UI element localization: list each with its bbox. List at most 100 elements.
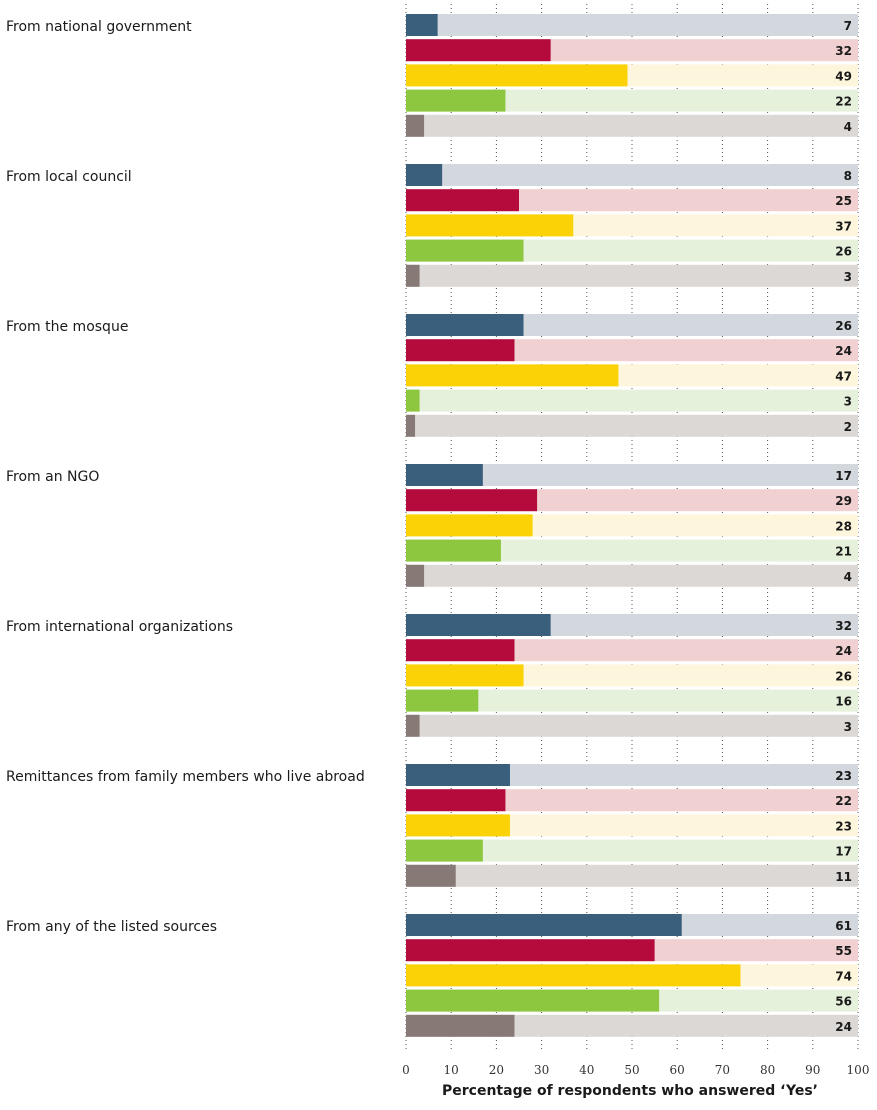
bar-value-label: 49 — [835, 69, 852, 83]
bar-value-label: 37 — [835, 219, 852, 233]
bar — [406, 639, 515, 662]
bar-value-label: 3 — [844, 270, 852, 284]
bar-track — [406, 414, 858, 437]
bar-value-label: 16 — [835, 695, 852, 709]
bar-track — [406, 539, 858, 562]
bar-track — [406, 814, 858, 837]
bar — [406, 164, 443, 186]
bar-track — [406, 264, 858, 287]
bar-value-label: 32 — [835, 44, 852, 58]
bar-value-label: 28 — [835, 519, 852, 533]
bar-value-label: 25 — [835, 194, 852, 208]
bar-value-label: 11 — [835, 870, 852, 884]
bar — [406, 814, 510, 837]
bar-value-label: 2 — [844, 420, 852, 434]
bar-track — [406, 164, 858, 186]
bar — [406, 964, 741, 987]
bar — [406, 1014, 515, 1037]
bar-track — [406, 764, 858, 786]
category-label: From an NGO — [6, 469, 99, 485]
bar-track — [406, 639, 858, 662]
bar — [406, 314, 524, 336]
bar-value-label: 8 — [844, 169, 852, 183]
bar-value-label: 47 — [835, 369, 852, 383]
bar-track — [406, 689, 858, 712]
bar — [406, 539, 501, 562]
bar — [406, 389, 420, 412]
x-axis-ticks: 0 10 20 30 40 50 60 70 80 90 100 — [402, 1063, 869, 1077]
bar-value-label: 7 — [844, 19, 852, 33]
bar-value-label: 23 — [835, 819, 852, 833]
bar-value-label: 32 — [835, 619, 852, 633]
bar-track — [406, 339, 858, 362]
bar — [406, 614, 551, 636]
bar — [406, 339, 515, 362]
bar-value-label: 29 — [835, 494, 852, 508]
bar — [406, 764, 510, 786]
bar-value-label: 24 — [835, 1020, 852, 1034]
bar-value-label: 24 — [835, 644, 852, 658]
category-label: From local council — [6, 169, 132, 185]
x-tick-label: 50 — [624, 1063, 639, 1077]
bar-value-label: 56 — [835, 995, 852, 1009]
bar-value-label: 17 — [835, 845, 852, 859]
x-tick-label: 30 — [534, 1063, 549, 1077]
bar-value-label: 21 — [835, 545, 852, 559]
bar — [406, 939, 655, 962]
category-label: Remittances from family members who live… — [6, 769, 365, 785]
bar-track — [406, 864, 858, 887]
bar-track — [406, 1014, 858, 1037]
category-label: From national government — [6, 19, 192, 35]
bar — [406, 14, 438, 36]
x-tick-label: 100 — [847, 1063, 870, 1077]
bar-value-label: 74 — [835, 969, 852, 983]
bar — [406, 264, 420, 287]
bar-value-label: 4 — [844, 120, 852, 134]
bar — [406, 714, 420, 737]
bar-track — [406, 714, 858, 737]
x-tick-label: 70 — [715, 1063, 730, 1077]
bar — [406, 364, 619, 387]
bar-value-label: 26 — [835, 669, 852, 683]
bar — [406, 664, 524, 687]
bar-value-label: 23 — [835, 769, 852, 783]
x-tick-label: 90 — [805, 1063, 820, 1077]
category-labels: From national government From local counc… — [6, 19, 365, 935]
bar-track — [406, 789, 858, 812]
x-tick-label: 10 — [444, 1063, 459, 1077]
bar-value-label: 22 — [835, 95, 852, 109]
bar — [406, 789, 506, 812]
bar-value-label: 17 — [835, 469, 852, 483]
bar-value-label: 4 — [844, 570, 852, 584]
bar — [406, 839, 483, 862]
bar — [406, 414, 416, 437]
bar-track — [406, 389, 858, 412]
bar — [406, 64, 628, 87]
bar-value-label: 24 — [835, 344, 852, 358]
category-label: From any of the listed sources — [6, 919, 217, 935]
bar — [406, 214, 574, 237]
bar — [406, 189, 519, 212]
category-label: From the mosque — [6, 319, 128, 335]
category-label: From international organizations — [6, 619, 233, 635]
bar-value-label: 26 — [835, 319, 852, 333]
bar — [406, 464, 483, 486]
bar — [406, 39, 551, 62]
x-tick-label: 20 — [489, 1063, 504, 1077]
bar-track — [406, 564, 858, 587]
bar-value-label: 22 — [835, 794, 852, 808]
bar-value-label: 3 — [844, 395, 852, 409]
bar-track — [406, 89, 858, 112]
x-axis-title: Percentage of respondents who answered ‘… — [442, 1083, 818, 1099]
bar-value-label: 26 — [835, 245, 852, 259]
bar-track — [406, 114, 858, 137]
bar — [406, 989, 660, 1012]
bar-track — [406, 464, 858, 486]
bar-value-label: 61 — [835, 919, 852, 933]
bar-value-label: 55 — [835, 944, 852, 958]
bars: 7324922482537263262447321729282143224261… — [406, 14, 858, 1037]
bar — [406, 489, 538, 512]
bar-track — [406, 839, 858, 862]
bar-value-label: 3 — [844, 720, 852, 734]
